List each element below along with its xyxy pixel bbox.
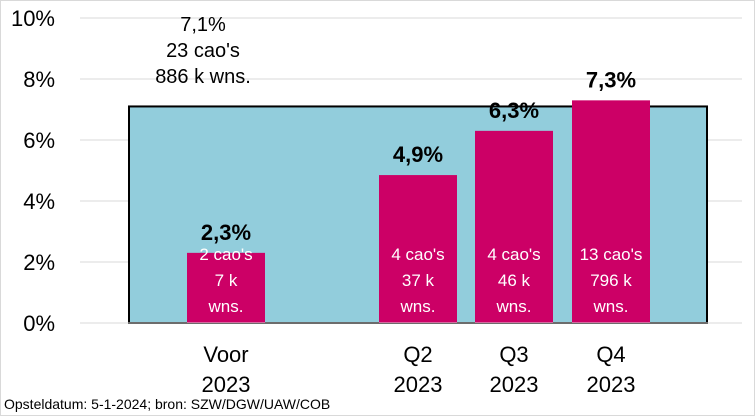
category-label: 2023 [394,372,443,397]
y-tick-label: 4% [23,189,55,214]
category-label: 2023 [490,372,539,397]
band-label: 7,1% [180,14,226,36]
category-label: 2023 [587,372,636,397]
y-tick-label: 8% [23,67,55,92]
y-tick-label: 6% [23,128,55,153]
value-label: 7,3% [586,67,636,92]
category-label: Q3 [499,342,528,367]
band-label: 23 cao's [166,40,240,62]
category-label: Voor [203,342,248,367]
bar-inner-label: wns. [496,297,532,316]
category-label: Q4 [596,342,625,367]
bar-inner-label: 4 cao's [391,245,444,264]
bar-inner-label: wns. [208,297,244,316]
bar-inner-label: 2 cao's [199,245,252,264]
bar [187,252,265,323]
source-note: Opsteldatum: 5-1-2024; bron: SZW/DGW/UAW… [4,396,331,412]
bar-inner-label: wns. [593,297,629,316]
bar-inner-label: 13 cao's [580,245,643,264]
bar-inner-label: 37 k [402,271,435,290]
category-label: 2023 [202,372,251,397]
value-label: 4,9% [393,142,443,167]
y-tick-label: 2% [23,250,55,275]
bar-inner-label: 4 cao's [487,245,540,264]
bar [379,175,457,323]
category-label: Q2 [403,342,432,367]
band-label: 886 k wns. [155,66,251,88]
y-tick-label: 10% [11,6,55,31]
y-tick-label: 0% [23,311,55,336]
bar-inner-label: 46 k [498,271,531,290]
bar [475,130,553,323]
value-label: 6,3% [489,98,539,123]
value-label: 2,3% [201,220,251,245]
bar-inner-label: wns. [400,297,436,316]
bar-inner-label: 7 k [215,271,238,290]
bar [572,100,650,323]
bar-inner-label: 796 k [590,271,632,290]
